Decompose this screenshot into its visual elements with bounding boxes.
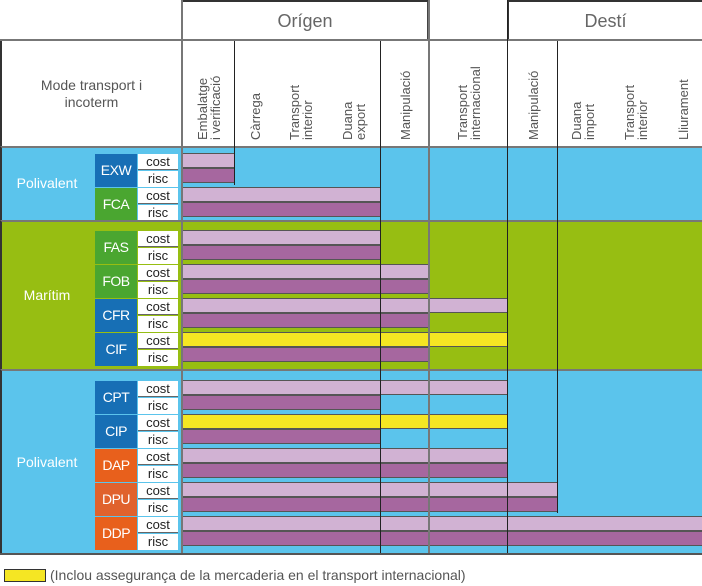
band-polivalent: Polivalent EXW cost risc FCA cost risc xyxy=(0,146,702,221)
cost-row-label: cost xyxy=(138,381,178,397)
risc-row-label: risc xyxy=(138,350,178,366)
cip-risc-bar xyxy=(182,429,381,444)
incoterm-badge-cpt: CPT xyxy=(95,381,137,414)
grid-line xyxy=(557,41,558,513)
column-header-label: Duana import xyxy=(569,101,597,140)
incoterm-badge-cif: CIF xyxy=(95,333,137,366)
header-group-desti: Destí xyxy=(507,0,702,40)
grid-line xyxy=(507,0,508,555)
header-mode-cell: Mode transport i incoterm xyxy=(0,41,181,146)
column-header-label: Càrrega xyxy=(248,93,263,140)
cost-row-label: cost xyxy=(138,483,178,499)
cfr-cost-bar xyxy=(182,298,508,313)
header-group-origen-label: Orígen xyxy=(277,11,333,31)
header-group-origen: Orígen xyxy=(181,0,429,40)
incoterm-badge-fob: FOB xyxy=(95,265,137,298)
dap-cost-bar xyxy=(182,448,508,463)
cfr-risc-bar xyxy=(182,313,429,328)
column-header: Duana export xyxy=(325,41,380,146)
header-separator-top xyxy=(0,39,702,41)
fca-cost-bar xyxy=(182,187,381,202)
band-label: Polivalent xyxy=(16,453,78,470)
exw-risc-bar xyxy=(182,168,235,183)
risc-row-label: risc xyxy=(138,500,178,516)
ddp-risc-bar xyxy=(182,531,702,546)
fob-risc-bar xyxy=(182,279,429,294)
band-polivalent: Polivalent CPT cost risc CIP cost risc DAP cost r… xyxy=(0,369,702,554)
grid-line xyxy=(380,41,381,555)
column-header-label: Transport internacional xyxy=(454,66,483,140)
incoterm-badge-dpu: DPU xyxy=(95,483,137,516)
incoterm-badge-fca: FCA xyxy=(95,188,137,221)
cpt-risc-bar xyxy=(182,395,381,410)
cost-row-label: cost xyxy=(138,265,178,281)
cost-row-label: cost xyxy=(138,231,178,247)
grid-line xyxy=(181,0,183,555)
insurance-legend-text: (Inclou assegurança de la mercaderia en … xyxy=(50,567,466,583)
incoterm-badge-cfr: CFR xyxy=(95,299,137,332)
column-header-label: Transport interior xyxy=(287,84,315,140)
header-group-desti-label: Destí xyxy=(584,11,627,31)
incoterm-badge-exw: EXW xyxy=(95,154,137,187)
incoterm-badge-fas: FAS xyxy=(95,231,137,264)
table-bottom-border xyxy=(0,553,702,555)
cost-row-label: cost xyxy=(138,415,178,431)
column-header: Transport interior xyxy=(607,41,662,146)
fas-risc-bar xyxy=(182,245,381,260)
risc-row-label: risc xyxy=(138,282,178,298)
insurance-legend-swatch xyxy=(4,569,46,582)
ddp-cost-bar xyxy=(182,516,702,531)
fas-cost-bar xyxy=(182,230,381,245)
grid-line xyxy=(234,41,235,185)
column-header-label: Embalatge i verificació xyxy=(194,75,223,140)
mode-transport-label: Mode transport i incoterm xyxy=(40,76,143,110)
risc-row-label: risc xyxy=(138,205,178,221)
column-header-label: Duana export xyxy=(339,101,368,140)
column-header: Transport internacional xyxy=(428,41,507,146)
risc-row-label: risc xyxy=(138,171,178,187)
exw-cost-bar xyxy=(182,153,235,168)
band-marítim: Marítim FAS cost risc FOB cost risc CFR cost risc… xyxy=(0,220,702,369)
incoterm-badge-ddp: DDP xyxy=(95,517,137,550)
column-header-label: Lliurament xyxy=(675,79,691,140)
column-header: Manipulació xyxy=(507,41,557,146)
fca-risc-bar xyxy=(182,202,381,217)
cost-row-label: cost xyxy=(138,188,178,204)
column-header: Embalatge i verificació xyxy=(181,41,234,146)
dpu-cost-bar xyxy=(182,482,558,497)
column-header: Càrrega xyxy=(234,41,275,146)
column-header: Transport interior xyxy=(275,41,325,146)
column-header: Lliurament xyxy=(662,41,702,146)
cif-cost-bar xyxy=(182,332,508,347)
dap-risc-bar xyxy=(182,463,508,478)
band-label: Marítim xyxy=(23,286,71,303)
column-header-label: Manipulació xyxy=(397,70,413,140)
risc-row-label: risc xyxy=(138,398,178,414)
cost-row-label: cost xyxy=(138,154,178,170)
cost-row-label: cost xyxy=(138,333,178,349)
cip-cost-bar xyxy=(182,414,508,429)
incoterm-badge-dap: DAP xyxy=(95,449,137,482)
cif-risc-bar xyxy=(182,347,429,362)
cost-row-label: cost xyxy=(138,449,178,465)
dpu-risc-bar xyxy=(182,497,558,512)
cost-row-label: cost xyxy=(138,517,178,533)
grid-line xyxy=(428,0,430,555)
risc-row-label: risc xyxy=(138,466,178,482)
cpt-cost-bar xyxy=(182,380,508,395)
column-header-label: Manipulació xyxy=(525,70,541,140)
column-header: Duana import xyxy=(557,41,607,146)
column-header-label: Transport interior xyxy=(621,84,650,140)
risc-row-label: risc xyxy=(138,248,178,264)
cost-row-label: cost xyxy=(138,299,178,315)
column-header: Manipulació xyxy=(380,41,428,146)
incoterm-badge-cip: CIP xyxy=(95,415,137,448)
risc-row-label: risc xyxy=(138,316,178,332)
risc-row-label: risc xyxy=(138,432,178,448)
risc-row-label: risc xyxy=(138,534,178,550)
band-label: Polivalent xyxy=(16,175,78,191)
fob-cost-bar xyxy=(182,264,429,279)
